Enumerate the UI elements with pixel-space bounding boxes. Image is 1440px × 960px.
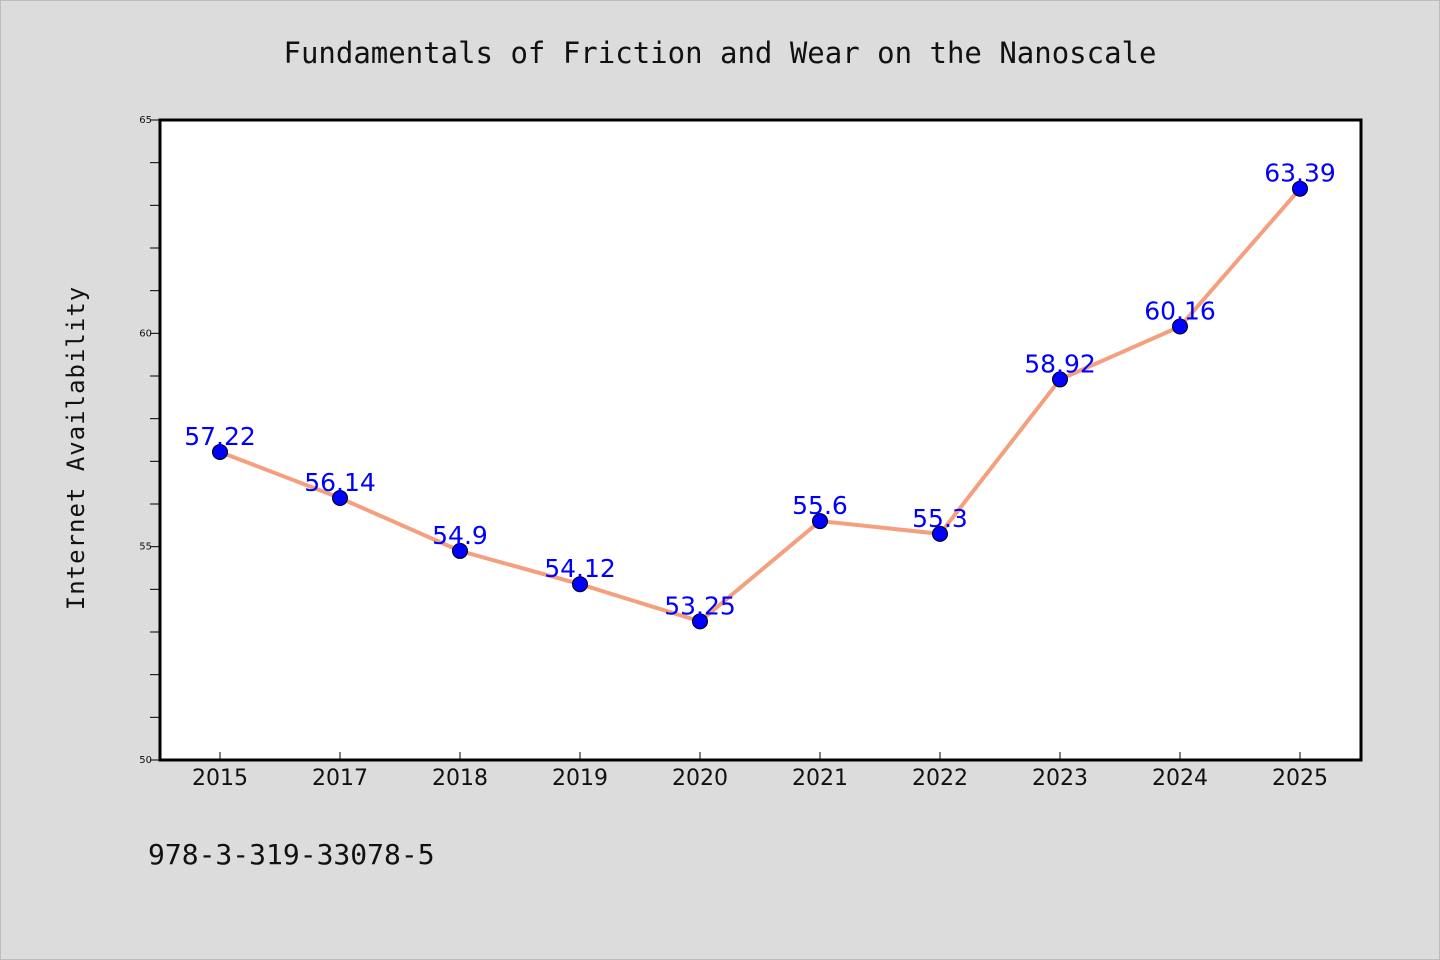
x-tick-label: 2024 [1152,766,1208,791]
x-tick-label: 2015 [192,766,248,791]
y-axis: 50 55 60 65 [139,115,160,766]
data-label: 53.25 [664,591,736,620]
x-tick-label: 2020 [672,766,728,791]
y-tick-label: 55 [139,542,152,553]
data-point [932,525,948,542]
data-label: 55.6 [792,491,848,520]
x-tick-label: 2019 [552,766,608,791]
data-label: 58.92 [1024,349,1096,378]
data-label: 60.16 [1144,297,1216,326]
isbn-text: 978-3-319-33078-5 [148,838,435,871]
data-label: 56.14 [304,468,376,497]
data-point [212,443,228,460]
data-labels-layer: 57.22 56.14 54.9 54.12 53.25 55.6 55.3 58.92 60.… [184,159,1336,621]
chart-title: Fundamentals of Friction and Wear on the… [284,36,1157,70]
data-point [1292,180,1308,197]
y-axis-label: Internet Availability [62,286,90,610]
x-tick-label: 2022 [912,766,968,791]
x-tick-label: 2021 [792,766,848,791]
x-tick-label: 2025 [1272,766,1328,791]
data-point [1172,318,1188,335]
data-point [692,613,708,630]
data-label: 55.3 [912,504,968,533]
data-point [572,576,588,593]
x-axis: 2015 2017 2018 2019 2020 2021 2022 2023 2024 2025 [192,752,1328,791]
y-tick-label: 50 [139,755,152,766]
data-point [332,490,348,507]
x-tick-label: 2023 [1032,766,1088,791]
data-label: 63.39 [1264,159,1336,188]
data-label: 54.12 [544,554,616,583]
y-tick-label: 65 [139,115,152,126]
data-label: 57.22 [184,422,256,451]
series-layer [212,180,1308,630]
data-label: 54.9 [432,521,488,550]
x-tick-label: 2017 [312,766,368,791]
data-point [452,542,468,559]
data-point [1052,371,1068,388]
x-tick-label: 2018 [432,766,488,791]
plot-area [158,118,1363,762]
y-tick-label: 60 [139,328,152,339]
series-line [219,187,1302,624]
data-point [812,513,828,530]
